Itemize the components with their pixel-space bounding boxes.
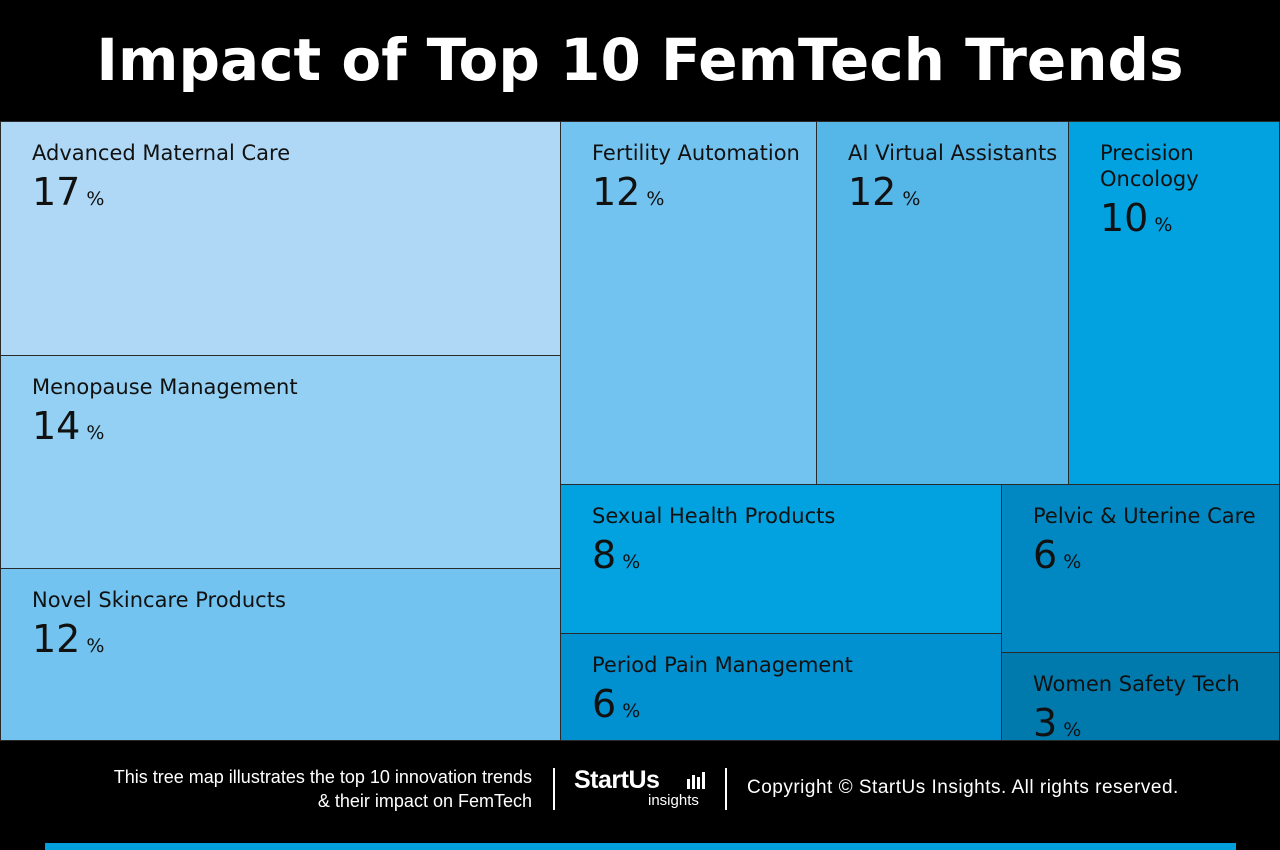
tile-label: AI Virtual Assistants bbox=[848, 141, 1058, 165]
treemap-tile-advanced-maternal-care: Advanced Maternal Care 17% bbox=[0, 121, 561, 356]
tile-label: Menopause Management bbox=[32, 375, 298, 399]
copyright-text: Copyright © StartUs Insights. All rights… bbox=[747, 777, 1179, 798]
bar-chart-icon bbox=[687, 772, 705, 789]
tile-value-number: 3 bbox=[1033, 701, 1058, 745]
tile-label: Women Safety Tech bbox=[1033, 672, 1240, 696]
tile-label: Novel Skincare Products bbox=[32, 588, 286, 612]
treemap-tile-fertility-automation: Fertility Automation 12% bbox=[560, 121, 817, 485]
tile-value: 10% bbox=[1100, 198, 1172, 246]
tile-value: 12% bbox=[848, 172, 920, 220]
tile-label: Advanced Maternal Care bbox=[32, 141, 291, 165]
accent-bar bbox=[45, 843, 1236, 850]
logo-main-text: StartUs bbox=[574, 766, 660, 794]
tile-value-unit: % bbox=[902, 188, 921, 210]
tile-value-unit: % bbox=[1063, 719, 1082, 741]
tile-value-number: 12 bbox=[32, 617, 81, 661]
tile-value: 3% bbox=[1033, 703, 1081, 751]
treemap-tile-period-pain-management: Period Pain Management 6% bbox=[560, 633, 1002, 741]
tile-value-number: 12 bbox=[592, 170, 641, 214]
tile-value-number: 14 bbox=[32, 404, 81, 448]
chart-title: Impact of Top 10 FemTech Trends bbox=[96, 26, 1184, 94]
tile-value-unit: % bbox=[622, 700, 641, 722]
treemap-tile-novel-skincare-products: Novel Skincare Products 12% bbox=[0, 568, 561, 741]
tile-value-number: 8 bbox=[592, 533, 617, 577]
logo-sub-text: insights bbox=[648, 792, 699, 809]
startus-logo[interactable]: StartUs insights bbox=[574, 765, 709, 813]
tile-value-unit: % bbox=[86, 635, 105, 657]
tile-value-unit: % bbox=[646, 188, 665, 210]
tile-value-unit: % bbox=[1154, 214, 1173, 236]
treemap-tile-women-safety-tech: Women Safety Tech 3% bbox=[1001, 652, 1280, 743]
tile-value: 14% bbox=[32, 406, 104, 454]
treemap-tile-menopause-management: Menopause Management 14% bbox=[0, 355, 561, 569]
tile-value: 6% bbox=[592, 684, 640, 732]
treemap-tile-sexual-health-products: Sexual Health Products 8% bbox=[560, 484, 1002, 634]
treemap: Advanced Maternal Care 17% Menopause Manag… bbox=[0, 121, 1280, 743]
tile-value: 6% bbox=[1033, 535, 1081, 583]
tile-value-number: 10 bbox=[1100, 196, 1149, 240]
tile-value-number: 6 bbox=[592, 682, 617, 726]
tile-value: 17% bbox=[32, 172, 104, 220]
tile-value-number: 6 bbox=[1033, 533, 1058, 577]
tile-value-number: 17 bbox=[32, 170, 81, 214]
tile-label: Sexual Health Products bbox=[592, 504, 836, 528]
footer-description-line2: & their impact on FemTech bbox=[317, 791, 532, 811]
tile-value-unit: % bbox=[86, 422, 105, 444]
tile-label: Fertility Automation bbox=[592, 141, 800, 165]
footer-divider-right bbox=[725, 768, 727, 810]
tile-value: 12% bbox=[32, 619, 104, 667]
footer-description: This tree map illustrates the top 10 inn… bbox=[40, 765, 532, 813]
tile-value-number: 12 bbox=[848, 170, 897, 214]
treemap-tile-pelvic-and-uterine-care: Pelvic & Uterine Care 6% bbox=[1001, 484, 1280, 653]
tile-value: 12% bbox=[592, 172, 664, 220]
tile-label: Pelvic & Uterine Care bbox=[1033, 504, 1256, 528]
tile-value-unit: % bbox=[622, 551, 641, 573]
tile-value: 8% bbox=[592, 535, 640, 583]
treemap-tile-ai-virtual-assistants: AI Virtual Assistants 12% bbox=[816, 121, 1069, 485]
tile-label: Precision Oncology bbox=[1100, 141, 1199, 191]
tile-value-unit: % bbox=[1063, 551, 1082, 573]
treemap-tile-precision-oncology: Precision Oncology 10% bbox=[1068, 121, 1280, 485]
tile-label: Period Pain Management bbox=[592, 653, 853, 677]
footer-description-line1: This tree map illustrates the top 10 inn… bbox=[113, 767, 532, 787]
tile-value-unit: % bbox=[86, 188, 105, 210]
footer-divider-left bbox=[553, 768, 555, 810]
